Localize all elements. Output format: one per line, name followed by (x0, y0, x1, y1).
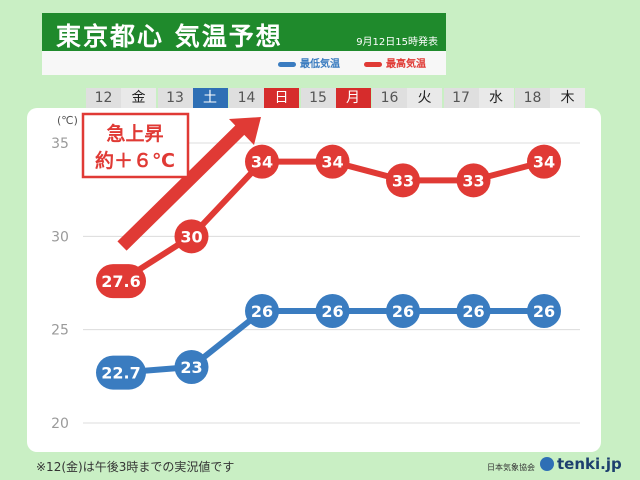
data-point-max (456, 163, 491, 198)
annotation-line2: 約＋６℃ (95, 149, 175, 172)
annotation-line1: 急上昇 (106, 122, 163, 145)
day-number: 18 (515, 88, 550, 109)
data-point-max (527, 144, 561, 179)
data-point-min (456, 294, 491, 328)
rise-arrow-shaft (117, 123, 247, 251)
day-of-week: 水 (478, 88, 514, 109)
data-point-min (386, 294, 420, 328)
legend-item-max: 最高気温 (364, 55, 426, 70)
day-number: 16 (372, 88, 407, 109)
rise-arrow-head (229, 117, 261, 145)
annotation-box (81, 112, 190, 179)
y-tick-label: 20 (51, 416, 69, 432)
data-label-max: 27.6 (101, 272, 140, 291)
data-label-max: 33 (462, 171, 484, 190)
data-label-min: 26 (392, 302, 414, 321)
data-point-max (245, 144, 279, 179)
brand-text: tenki.jp (557, 455, 622, 473)
day-number: 14 (229, 88, 264, 109)
data-label-min: 26 (321, 302, 343, 321)
day-of-week: 月 (335, 88, 371, 109)
issue-time: 9月12日15時発表 (356, 37, 438, 48)
data-label-min: 22.7 (101, 364, 140, 383)
data-label-max: 33 (392, 171, 414, 190)
y-tick-label: 35 (51, 136, 69, 152)
data-point-min (96, 355, 146, 390)
legend-swatch-min (278, 61, 296, 67)
data-point-min (174, 350, 209, 384)
chart-title: 東京都心 気温予想 (56, 22, 283, 51)
y-tick-label: 25 (51, 323, 69, 339)
data-point-min (245, 294, 279, 328)
day-number: 17 (443, 88, 479, 109)
data-label-max: 34 (321, 153, 343, 172)
day-of-week: 土 (192, 88, 228, 109)
data-label-max: 34 (533, 153, 555, 172)
data-label-min: 26 (462, 302, 484, 321)
data-point-min (527, 294, 561, 328)
day-number: 13 (157, 88, 193, 109)
data-label-min: 23 (180, 358, 202, 377)
legend-swatch-max (364, 61, 382, 67)
day-of-week: 木 (550, 88, 585, 109)
day-of-week: 日 (264, 88, 299, 109)
day-number: 15 (300, 88, 336, 109)
day-header-row: 12 金 13 土 14 日 15 月 16 火 17 水 18 木 (86, 88, 585, 109)
footnote: ※12(金)は午後3時までの実況値です (36, 460, 235, 474)
legend: 最低気温 最高気温 (42, 51, 446, 75)
source-label: 日本気象協会 (487, 463, 535, 472)
data-label-max: 30 (180, 227, 202, 246)
title-bar: 東京都心 気温予想 9月12日15時発表 (42, 13, 446, 51)
data-point-min (315, 294, 350, 328)
legend-label-max: 最高気温 (386, 59, 426, 70)
legend-item-min: 最低気温 (278, 55, 340, 70)
data-point-max (96, 264, 146, 299)
logo-icon (540, 457, 554, 471)
data-point-max (315, 144, 350, 179)
legend-label-min: 最低気温 (300, 59, 340, 70)
day-number: 12 (86, 88, 121, 109)
data-point-max (174, 219, 209, 254)
data-point-max (386, 163, 420, 198)
day-of-week: 金 (121, 88, 156, 109)
data-label-max: 34 (251, 153, 273, 172)
y-tick-label: 30 (51, 229, 69, 245)
y-unit-label: (℃) (57, 114, 78, 127)
brand-logo: tenki.jp (540, 455, 622, 473)
data-label-min: 26 (533, 302, 555, 321)
day-of-week: 火 (407, 88, 442, 109)
data-label-min: 26 (251, 302, 273, 321)
